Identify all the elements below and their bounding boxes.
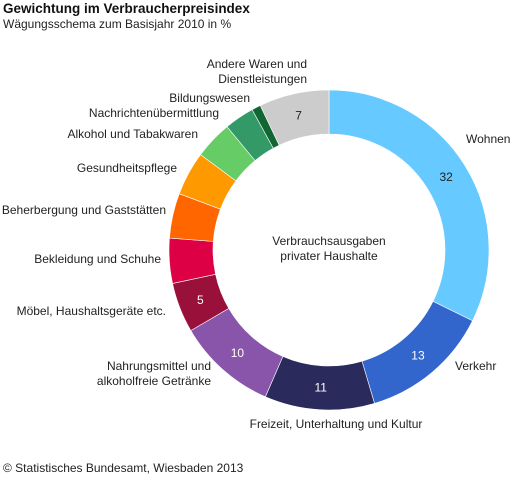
- value-label-andere-waren-und-dienstleistungen: 7: [295, 108, 302, 122]
- category-label-bekleidung-und-schuhe: Bekleidung und Schuhe: [34, 252, 161, 266]
- chart-subtitle: Wägungsschema zum Basisjahr 2010 in %: [3, 17, 232, 31]
- category-label-freizeit-unterhaltung-und-kultur: Freizeit, Unterhaltung und Kultur: [250, 417, 423, 431]
- category-label-andere-waren-und-dienstleistungen: Andere Waren und Dienstleistungen: [207, 57, 307, 86]
- center-label: Verbrauchsausgaben privater Haushalte: [272, 234, 385, 263]
- value-label-moebel-haushaltsgeraete-etc: 5: [197, 293, 204, 307]
- category-label-alkohol-und-tabakwaren: Alkohol und Tabakwaren: [67, 127, 198, 141]
- chart-title: Gewichtung im Verbraucherpreisindex: [3, 1, 250, 16]
- category-label-wohnen: Wohnen: [466, 132, 510, 146]
- category-label-moebel-haushaltsgeraete-etc: Möbel, Haushaltsgeräte etc.: [17, 304, 166, 318]
- value-label-wohnen: 32: [440, 170, 454, 184]
- source-note: © Statistisches Bundesamt, Wiesbaden 201…: [3, 461, 244, 475]
- slice-wohnen: [328, 89, 490, 322]
- value-label-verkehr: 13: [411, 348, 425, 362]
- category-label-verkehr: Verkehr: [455, 359, 496, 373]
- category-label-nachrichtenuebermittlung: Nachrichtenübermittlung: [89, 106, 219, 120]
- slice-andere-waren-und-dienstleistungen: [259, 89, 330, 146]
- category-label-bildungswesen: Bildungswesen: [169, 91, 250, 105]
- category-label-beherbergung-und-gaststaetten: Beherbergung und Gaststätten: [2, 203, 166, 217]
- category-label-nahrungsmittel-und-alkoholfreie-getraenke: Nahrungsmittel und alkoholfreie Getränke: [97, 359, 211, 388]
- value-label-freizeit-unterhaltung-und-kultur: 11: [314, 381, 327, 395]
- value-label-nahrungsmittel-und-alkoholfreie-getraenke: 10: [231, 346, 245, 360]
- category-label-gesundheitspflege: Gesundheitspflege: [77, 161, 177, 175]
